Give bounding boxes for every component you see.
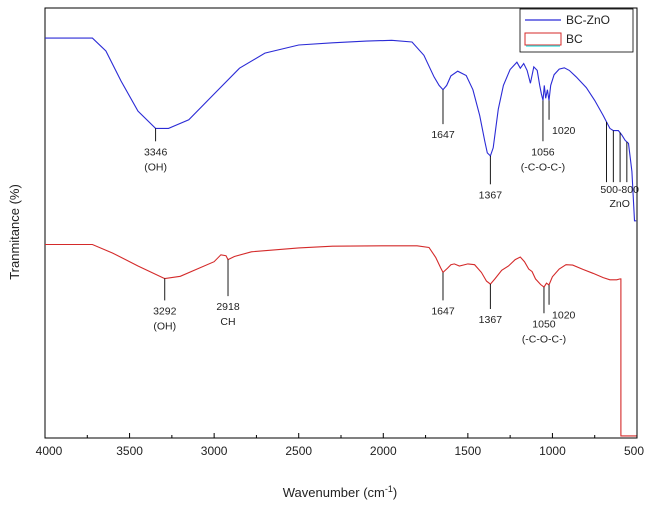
peak-label: 3346: [144, 146, 168, 158]
legend-swatch-bc: [524, 32, 562, 46]
peak-label: 3292: [153, 305, 177, 317]
x-axis-label-superscript: -1: [385, 484, 393, 494]
zno-band-label: ZnO: [609, 198, 629, 210]
series-line-bc-zno: [45, 37, 637, 222]
x-tick-label: 1000: [539, 444, 566, 458]
plot-frame: [44, 7, 638, 439]
x-axis-label-close: ): [393, 485, 397, 500]
x-axis-ticks: 4000 3500 3000 2500 2000 1500 1000 500: [36, 433, 644, 458]
x-axis-label: Wavenumber (cm-1): [283, 484, 397, 500]
peak-label: 1020: [552, 125, 576, 137]
x-tick-label: 3500: [116, 444, 143, 458]
peak-label: CH: [220, 316, 235, 328]
y-axis-label: Tranmitance (%): [7, 184, 22, 280]
x-tick-label: 2000: [370, 444, 397, 458]
peak-label: 1367: [479, 314, 503, 326]
peak-label: 1020: [552, 310, 576, 322]
series-line-bc: [45, 243, 637, 437]
peak-annotations: 500-800 ZnO 3346 (OH) 1647 1367 1056 (-C-O-C-) 1…: [144, 89, 639, 345]
x-tick-label: 2500: [285, 444, 312, 458]
x-tick-label: 500: [624, 444, 644, 458]
legend: BC-ZnO BC: [519, 8, 634, 53]
peak-label: (-C-O-C-): [521, 161, 565, 173]
zno-band-label: 500-800: [600, 184, 639, 196]
legend-label-bc-zno: BC-ZnO: [566, 13, 610, 27]
x-tick-label: 3000: [201, 444, 228, 458]
x-axis-label-main: Wavenumber (cm: [283, 485, 385, 500]
peak-label: 1647: [431, 305, 455, 317]
peak-label: (OH): [153, 320, 176, 332]
x-tick-label: 4000: [36, 444, 63, 458]
peak-label: 1050: [532, 318, 556, 330]
peak-label: 1367: [479, 189, 503, 201]
peak-label: (-C-O-C-): [522, 333, 566, 345]
legend-label-bc: BC: [566, 32, 583, 46]
peak-label: 1647: [431, 129, 455, 141]
x-tick-label: 1500: [455, 444, 482, 458]
series-layer: [45, 37, 637, 437]
peak-label: (OH): [144, 161, 167, 173]
peak-label: 1056: [531, 146, 555, 158]
peak-label: 2918: [216, 301, 240, 313]
